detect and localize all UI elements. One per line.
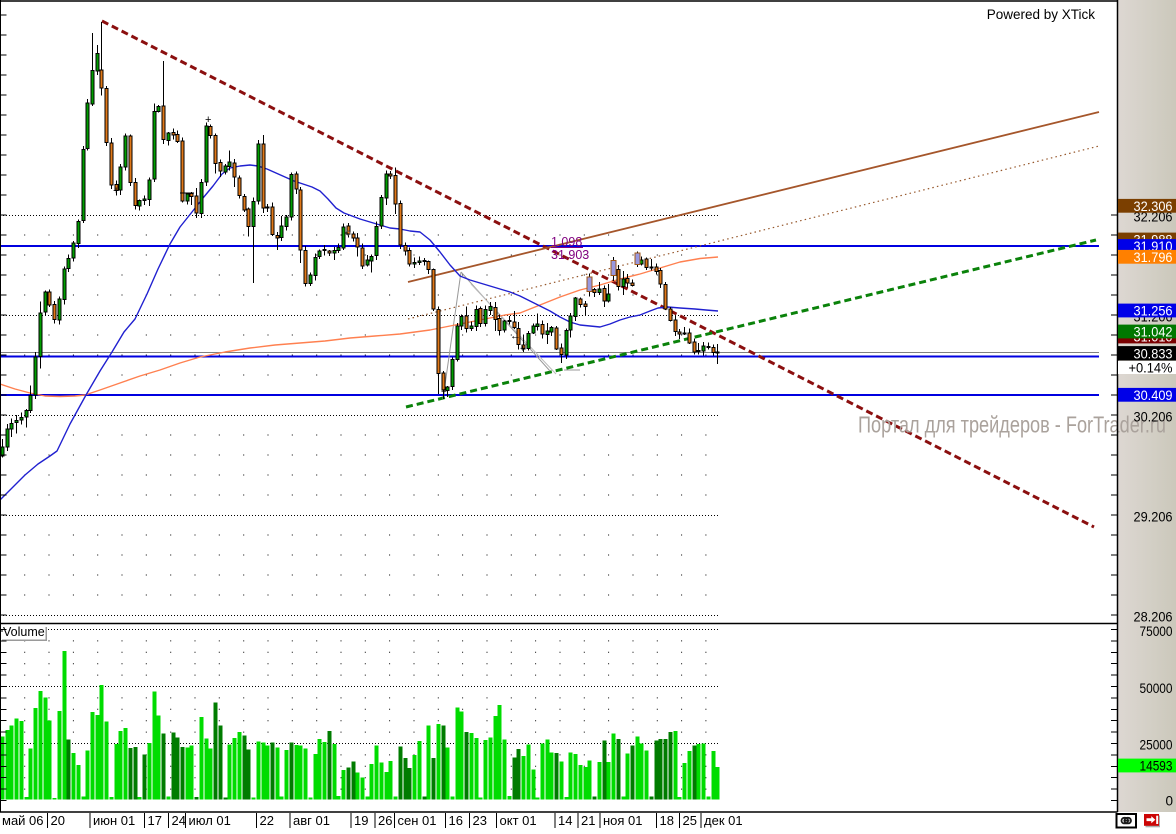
svg-text:30.206: 30.206	[1134, 410, 1173, 425]
svg-text:1.098: 1.098	[551, 235, 582, 249]
svg-text:30.409: 30.409	[1134, 388, 1173, 403]
svg-text:31.903: 31.903	[551, 248, 589, 262]
svg-text:Портал для трейдеров - ForTrad: Портал для трейдеров - ForTrader.ru	[858, 412, 1166, 438]
svg-text:30.833: 30.833	[1134, 346, 1173, 361]
svg-text:май 06: май 06	[2, 813, 44, 828]
svg-text:17: 17	[148, 813, 162, 828]
svg-text:22: 22	[260, 813, 274, 828]
svg-text:+: +	[520, 344, 526, 355]
svg-text:18: 18	[660, 813, 674, 828]
svg-text:19: 19	[354, 813, 368, 828]
svg-text:ноя 01: ноя 01	[603, 813, 643, 828]
svg-text:июл 01: июл 01	[189, 813, 231, 828]
svg-text:сен 01: сен 01	[398, 813, 437, 828]
svg-text:←: ←	[622, 276, 633, 288]
svg-text:24: 24	[172, 813, 186, 828]
svg-text:←: ←	[510, 330, 521, 342]
svg-text:дек 01: дек 01	[704, 813, 743, 828]
svg-text:+: +	[113, 185, 119, 197]
svg-text:14593: 14593	[1140, 759, 1173, 774]
svg-text:25000: 25000	[1140, 738, 1173, 753]
svg-text:75000: 75000	[1140, 624, 1173, 639]
svg-text:июн 01: июн 01	[93, 813, 135, 828]
svg-text:Powered by XTick: Powered by XTick	[987, 7, 1096, 22]
svg-text:32.306: 32.306	[1134, 199, 1173, 214]
svg-text:0: 0	[1166, 794, 1174, 809]
svg-text:31.256: 31.256	[1134, 304, 1173, 319]
svg-text:29.206: 29.206	[1134, 510, 1173, 525]
svg-text:50000: 50000	[1140, 681, 1173, 696]
svg-text:32.206: 32.206	[1134, 210, 1173, 225]
svg-text:16: 16	[449, 813, 463, 828]
svg-text:23: 23	[473, 813, 487, 828]
svg-text:21: 21	[581, 813, 595, 828]
svg-text:+: +	[441, 387, 447, 398]
svg-text:+0.14%: +0.14%	[1129, 361, 1173, 376]
svg-text:25: 25	[683, 813, 697, 828]
svg-text:14: 14	[558, 813, 572, 828]
svg-text:26: 26	[378, 813, 392, 828]
svg-text:31.796: 31.796	[1134, 250, 1173, 265]
svg-text:авг 01: авг 01	[293, 813, 330, 828]
svg-text:+: +	[205, 114, 211, 126]
svg-text:28.206: 28.206	[1134, 610, 1173, 625]
svg-text:20: 20	[51, 813, 65, 828]
svg-text:окт 01: окт 01	[500, 813, 537, 828]
svg-text:Volume: Volume	[3, 625, 45, 639]
svg-text:31.042: 31.042	[1134, 325, 1173, 340]
